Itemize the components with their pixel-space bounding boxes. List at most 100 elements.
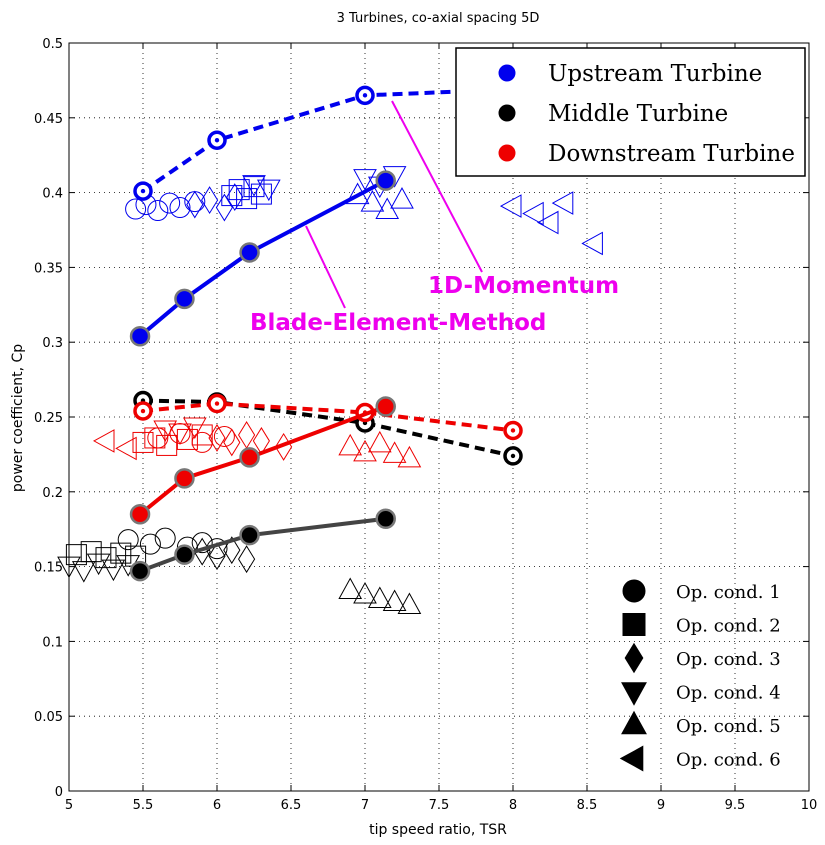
- middle-bem-point: [239, 524, 260, 546]
- upstream-op1-measurement-point: [169, 197, 191, 219]
- upstream-momentum-line: [141, 87, 514, 193]
- upstream-op5-measurement-point: [360, 190, 385, 212]
- upstream-momentum-point-center: [362, 93, 368, 98]
- upstream-op4-measurement-point: [256, 179, 281, 202]
- upstream-op3-measurement-point: [201, 186, 219, 215]
- middle-op3-measurement-point: [208, 542, 226, 571]
- op-legend-marker: [622, 579, 646, 603]
- middle-op5-measurement-point: [338, 577, 363, 600]
- legend-label: Middle Turbine: [548, 101, 728, 127]
- y-tick-label: 0.25: [34, 411, 63, 426]
- middle-op2-measurement-point: [95, 547, 117, 569]
- op-legend-marker: [619, 745, 644, 772]
- op-legend-label: Op. cond. 2: [676, 616, 781, 637]
- op-legend-label: Op. cond. 3: [676, 649, 781, 670]
- upstream-bem-point: [129, 325, 151, 347]
- y-tick-label: 0.3: [42, 336, 63, 351]
- legend-marker: [498, 64, 516, 82]
- downstream-bem-point: [375, 396, 396, 417]
- downstream-op5-measurement-point: [367, 430, 392, 453]
- x-tick-label: 6.5: [281, 798, 302, 813]
- op-condition-legend: Op. cond. 1 Op. cond. 2 Op. cond. 3 Op. con…: [619, 579, 781, 772]
- op-legend-marker: [622, 613, 646, 636]
- x-axis-label: tip speed ratio, TSR: [369, 822, 507, 838]
- legend-label: Upstream Turbine: [548, 61, 762, 87]
- upstream-op6-measurement-point: [536, 210, 559, 235]
- middle-bem-line: [139, 516, 386, 573]
- legend-label: Downstream Turbine: [548, 141, 795, 167]
- middle-op5-measurement-point: [382, 589, 407, 612]
- y-tick-label: 0.35: [34, 261, 63, 276]
- downstream-momentum-point-center: [214, 401, 220, 406]
- grid: [69, 43, 809, 791]
- downstream-bem-point: [174, 468, 195, 489]
- middle-op3-measurement-point: [223, 536, 241, 565]
- annotations: 1D-Momentum Blade-Element-Method: [250, 100, 619, 336]
- upstream-op2-measurement-point: [250, 183, 272, 205]
- upstream-op5-measurement-point: [390, 187, 414, 209]
- middle-momentum-line: [142, 398, 514, 458]
- y-tick-label: 0.1: [42, 635, 63, 650]
- op-legend-marker: [621, 682, 647, 706]
- x-tick-label: 6: [213, 798, 221, 813]
- downstream-op5-measurement-point: [353, 439, 377, 462]
- middle-op4-measurement-point: [71, 561, 96, 583]
- downstream-bem-line: [138, 404, 387, 516]
- middle-op1-measurement-point: [117, 529, 139, 551]
- middle-bem-point: [174, 544, 195, 565]
- downstream-op3-measurement-point: [208, 423, 226, 452]
- x-tick-label: 9: [657, 798, 665, 813]
- bem-pointer-line: [305, 225, 346, 309]
- upstream-bem-point: [174, 288, 195, 310]
- upstream-op1-measurement-point: [159, 192, 181, 214]
- upstream-op3-measurement-point: [186, 190, 204, 219]
- middle-op5-measurement-point: [353, 581, 377, 604]
- middle-op1-measurement-point: [154, 527, 176, 549]
- downstream-momentum-point-center: [140, 408, 146, 414]
- momentum-pointer-line: [391, 100, 483, 273]
- op-legend-label: Op. cond. 4: [676, 683, 781, 704]
- y-tick-label: 0.15: [34, 561, 63, 576]
- x-tick-label: 5: [65, 798, 73, 813]
- y-tick-label: 0.45: [34, 112, 63, 127]
- upstream-bem-point: [239, 242, 260, 263]
- middle-op4-measurement-point: [101, 559, 126, 582]
- axes: 5 5.5 6 6.5 7 7.5 8 8.5 9 9.5 10 0 0.05 0.1 0.15 0.2 0.2…: [34, 37, 817, 813]
- upstream-momentum-point-center: [214, 138, 220, 143]
- middle-op1-measurement-point: [139, 533, 161, 555]
- upstream-op3-measurement-point: [215, 193, 233, 222]
- x-tick-label: 5.5: [133, 798, 154, 813]
- upstream-op6-measurement-point: [551, 191, 574, 215]
- upstream-op6-measurement-point: [499, 194, 522, 218]
- x-tick-label: 7.5: [429, 798, 450, 813]
- upstream-op1-measurement-point: [147, 200, 169, 222]
- op-legend-marker: [624, 642, 644, 674]
- x-tick-label: 7: [361, 798, 369, 813]
- y-tick-label: 0.4: [42, 187, 63, 202]
- downstream-op4-measurement-point: [182, 417, 207, 440]
- x-tick-label: 9.5: [725, 798, 746, 813]
- upstream-op1-measurement-point: [125, 198, 147, 220]
- downstream-op5-measurement-point: [382, 441, 407, 463]
- downstream-op6-measurement-point: [92, 429, 115, 453]
- downstream-bem-point: [129, 503, 151, 525]
- y-tick-label: 0.05: [34, 710, 63, 725]
- legend-marker: [498, 104, 516, 122]
- downstream-momentum-point-center: [510, 428, 516, 433]
- op-legend-label: Op. cond. 6: [676, 750, 781, 771]
- legend: Upstream Turbine Middle Turbine Downstream…: [455, 47, 806, 177]
- middle-op3-measurement-point: [238, 545, 256, 574]
- upstream-op6-measurement-point: [522, 201, 544, 226]
- downstream-op4-measurement-point: [168, 423, 192, 445]
- upstream-op2-measurement-point: [236, 188, 258, 210]
- y-tick-label: 0.5: [42, 37, 63, 52]
- upstream-bem-line: [138, 178, 387, 338]
- upstream-op6-measurement-point: [581, 231, 603, 256]
- downstream-bem-point: [239, 447, 260, 468]
- downstream-op3-measurement-point: [223, 428, 241, 457]
- upstream-momentum-point-center: [140, 188, 146, 194]
- downstream-momentum-line: [142, 401, 514, 433]
- op-legend-marker: [621, 710, 647, 735]
- upstream-op2-measurement-point: [228, 179, 250, 201]
- middle-op4-measurement-point: [86, 553, 111, 576]
